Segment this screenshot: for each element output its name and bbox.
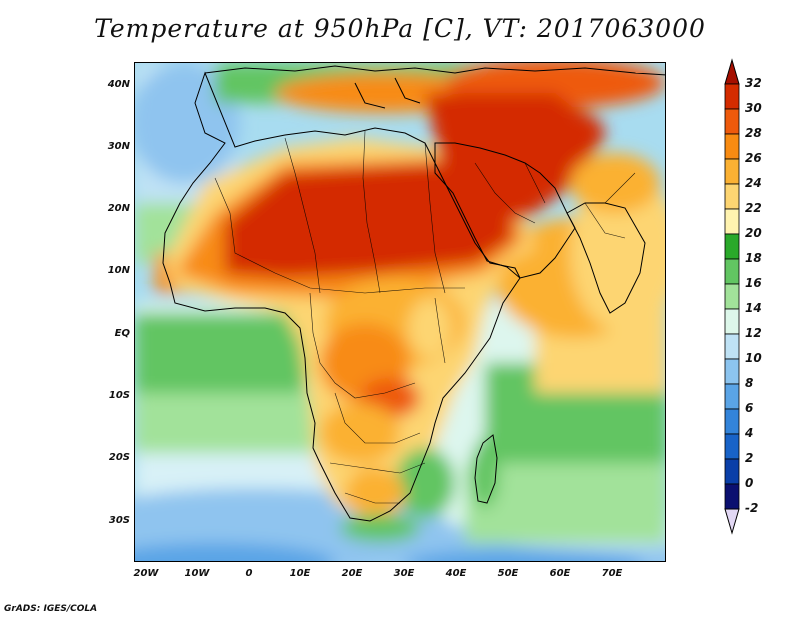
colorbar-tick-label: 10 <box>745 351 762 365</box>
colorbar-tick-label: -2 <box>745 501 759 515</box>
colorbar-tick-label: 26 <box>745 151 762 165</box>
colorbar-segment <box>724 483 740 510</box>
colorbar-tick-label: 28 <box>745 126 762 140</box>
colorbar-segment <box>724 408 740 435</box>
lon-label-50e: 50E <box>497 568 519 579</box>
lat-label-20n: 20N <box>107 203 130 214</box>
colorbar-segment <box>724 383 740 410</box>
colorbar-tick-label: 6 <box>745 401 754 415</box>
lat-label-40n: 40N <box>107 79 130 90</box>
temperature-map <box>134 62 666 562</box>
political-boundaries <box>214 130 636 504</box>
lat-label-10s: 10S <box>108 390 130 401</box>
colorbar-segment <box>724 258 740 285</box>
lon-label-40e: 40E <box>445 568 467 579</box>
chart-title: Temperature at 950hPa [C], VT: 201706300… <box>94 14 706 43</box>
lat-label-10n: 10N <box>107 265 130 276</box>
colorbar-tick-label: 16 <box>745 276 762 290</box>
lat-label-30s: 30S <box>108 515 130 526</box>
colorbar-tick-label: 32 <box>745 76 762 90</box>
colorbar-top-arrow <box>724 58 740 85</box>
temperature-field <box>135 63 665 561</box>
lat-label-eq: EQ <box>114 328 130 339</box>
colorbar-tick-label: 14 <box>745 301 762 315</box>
lon-label-20w: 20W <box>133 568 159 579</box>
lon-label-20e: 20E <box>341 568 363 579</box>
colorbar-tick-label: 30 <box>745 101 762 115</box>
colorbar-tick-label: 24 <box>745 176 762 190</box>
colorbar-segment <box>724 358 740 385</box>
colorbar-segment <box>724 233 740 260</box>
colorbar-segment <box>724 108 740 135</box>
colorbar-tick-label: 0 <box>745 476 754 490</box>
colorbar <box>724 58 740 535</box>
colorbar-tick-label: 4 <box>745 426 754 440</box>
colorbar-bottom-arrow <box>724 508 740 535</box>
lon-label-0: 0 <box>245 568 253 579</box>
colorbar-segment <box>724 308 740 335</box>
lon-label-60e: 60E <box>549 568 571 579</box>
colorbar-tick-label: 2 <box>745 451 754 465</box>
colorbar-tick-label: 8 <box>745 376 754 390</box>
colorbar-tick-label: 22 <box>745 201 762 215</box>
colorbar-tick-label: 12 <box>745 326 762 340</box>
lon-label-30e: 30E <box>393 568 415 579</box>
colorbar-tick-label: 20 <box>745 226 762 240</box>
lat-label-20s: 20S <box>108 452 130 463</box>
colorbar-segment <box>724 458 740 485</box>
lon-label-10w: 10W <box>184 568 210 579</box>
lon-label-70e: 70E <box>601 568 623 579</box>
colorbar-segment <box>724 333 740 360</box>
lat-label-30n: 30N <box>107 141 130 152</box>
colorbar-segment <box>724 208 740 235</box>
colorbar-segment <box>724 158 740 185</box>
colorbar-segment <box>724 283 740 310</box>
colorbar-segment <box>724 133 740 160</box>
lon-label-10e: 10E <box>289 568 311 579</box>
colorbar-segment <box>724 433 740 460</box>
credit-text: GrADS: IGES/COLA <box>4 604 98 614</box>
colorbar-segment <box>724 183 740 210</box>
coastlines <box>162 65 665 522</box>
colorbar-segment <box>724 83 740 110</box>
colorbar-tick-label: 18 <box>745 251 762 265</box>
